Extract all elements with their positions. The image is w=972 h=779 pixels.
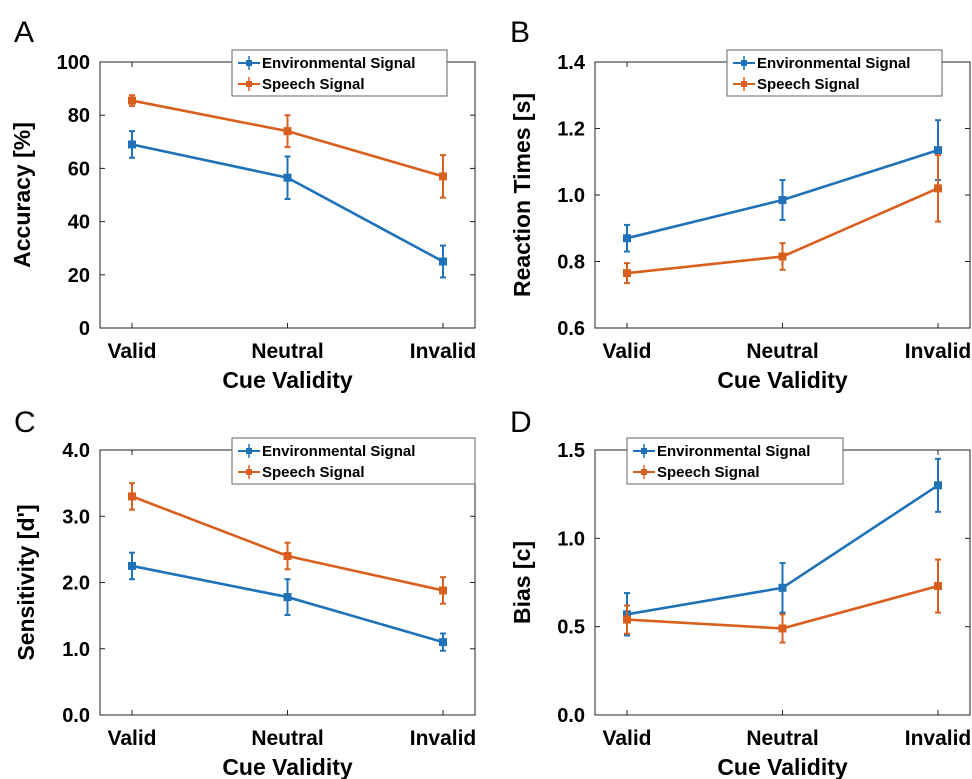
y-axis-label: Reaction Times [s] — [509, 93, 535, 297]
y-tick-label: 2.0 — [62, 573, 90, 595]
x-tick-label: Valid — [602, 727, 651, 750]
panel-b: B 0.6 0.8 1.0 1.2 1.4 Valid Neutral Invalid Cue V… — [509, 16, 971, 393]
x-tick-label: Invalid — [905, 340, 972, 363]
series-speech-marker — [128, 492, 136, 500]
legend-entry-label: Environmental Signal — [262, 55, 415, 72]
series-environmental-marker — [284, 593, 292, 601]
x-tick-label: Valid — [602, 340, 651, 363]
series-speech-marker — [623, 269, 631, 277]
legend: Environmental Signal Speech Signal — [232, 50, 447, 96]
panel-d: D 0.0 0.5 1.0 1.5 Valid Neutral Invalid Cue Vali… — [509, 406, 971, 779]
y-tick-label: 1.0 — [557, 528, 585, 550]
y-tick-label: 80 — [68, 105, 90, 127]
series-environmental-marker — [128, 562, 136, 570]
legend: Environmental Signal Speech Signal — [232, 438, 475, 484]
series-speech-marker — [623, 616, 631, 624]
series-environmental-marker — [779, 196, 787, 204]
legend-swatch-marker — [246, 81, 252, 87]
series-environmental-marker — [623, 234, 631, 242]
legend-entry-label: Environmental Signal — [262, 443, 415, 460]
x-axis-label: Cue Validity — [717, 754, 848, 779]
series-speech-marker — [128, 97, 136, 105]
series-environmental-marker — [284, 174, 292, 182]
series-speech-marker — [439, 586, 447, 594]
y-tick-label: 100 — [57, 52, 90, 74]
y-tick-label: 40 — [68, 212, 90, 234]
y-tick-label: 0.8 — [557, 252, 585, 274]
y-tick-label: 4.0 — [62, 440, 90, 462]
legend-entry-label: Speech Signal — [262, 464, 365, 481]
legend-swatch-marker — [246, 469, 252, 475]
legend-entry-label: Speech Signal — [757, 76, 860, 93]
series-environmental-marker — [934, 481, 942, 489]
y-tick-label: 0 — [79, 318, 90, 340]
series-environmental-marker — [934, 146, 942, 154]
panel-a: A 0 20 40 60 80 100 Valid Neutral Invalid Cue Vali… — [9, 16, 476, 393]
series-environmental-marker — [439, 258, 447, 266]
x-axis-label: Cue Validity — [222, 367, 353, 393]
series-speech-marker — [934, 184, 942, 192]
x-tick-label: Neutral — [251, 727, 323, 750]
panel-letter: A — [14, 16, 34, 49]
panel-letter: D — [510, 406, 532, 439]
y-axis-label: Accuracy [%] — [9, 122, 35, 268]
x-axis-label: Cue Validity — [222, 754, 353, 779]
y-tick-label: 0.5 — [557, 617, 585, 639]
series-speech-marker — [934, 582, 942, 590]
series-environmental-marker — [128, 140, 136, 148]
y-axis-label: Sensitivity [d'] — [13, 504, 39, 660]
legend: Environmental Signal Speech Signal — [727, 50, 942, 96]
series-speech-marker — [284, 127, 292, 135]
panel-c: C 0.0 1.0 2.0 3.0 4.0 Valid Neutral Invalid Cue V… — [13, 406, 476, 779]
x-tick-label: Valid — [107, 727, 156, 750]
x-tick-label: Invalid — [410, 727, 477, 750]
series-speech-marker — [439, 172, 447, 180]
y-tick-label: 60 — [68, 158, 90, 180]
y-tick-label: 3.0 — [62, 506, 90, 528]
y-tick-label: 0.0 — [557, 705, 585, 727]
legend-swatch-marker — [246, 60, 252, 66]
legend-swatch-marker — [641, 448, 647, 454]
series-speech-marker — [779, 253, 787, 261]
x-tick-label: Neutral — [746, 727, 818, 750]
x-tick-label: Neutral — [251, 340, 323, 363]
y-tick-label: 1.2 — [557, 119, 585, 141]
y-tick-label: 20 — [68, 265, 90, 287]
y-tick-label: 1.0 — [557, 185, 585, 207]
x-tick-label: Invalid — [905, 727, 972, 750]
y-tick-label: 1.5 — [557, 440, 585, 462]
legend-entry-label: Speech Signal — [262, 76, 365, 93]
series-environmental-marker — [779, 584, 787, 592]
series-environmental-marker — [439, 638, 447, 646]
panel-letter: B — [510, 16, 530, 49]
legend-entry-label: Environmental Signal — [757, 55, 910, 72]
series-speech-marker — [284, 552, 292, 560]
y-tick-label: 1.4 — [557, 52, 586, 74]
x-axis-label: Cue Validity — [717, 367, 848, 393]
y-tick-label: 0.0 — [62, 705, 90, 727]
legend-entry-label: Speech Signal — [657, 464, 760, 481]
x-tick-label: Invalid — [410, 340, 477, 363]
y-tick-label: 1.0 — [62, 639, 90, 661]
y-tick-label: 0.6 — [557, 318, 585, 340]
legend-swatch-marker — [741, 60, 747, 66]
legend-swatch-marker — [641, 469, 647, 475]
y-axis-label: Bias [c] — [509, 541, 535, 624]
panel-letter: C — [14, 406, 36, 439]
legend-entry-label: Environmental Signal — [657, 443, 810, 460]
x-tick-label: Neutral — [746, 340, 818, 363]
legend: Environmental Signal Speech Signal — [627, 438, 843, 484]
series-speech-marker — [779, 624, 787, 632]
legend-swatch-marker — [246, 448, 252, 454]
legend-swatch-marker — [741, 81, 747, 87]
x-tick-label: Valid — [107, 340, 156, 363]
